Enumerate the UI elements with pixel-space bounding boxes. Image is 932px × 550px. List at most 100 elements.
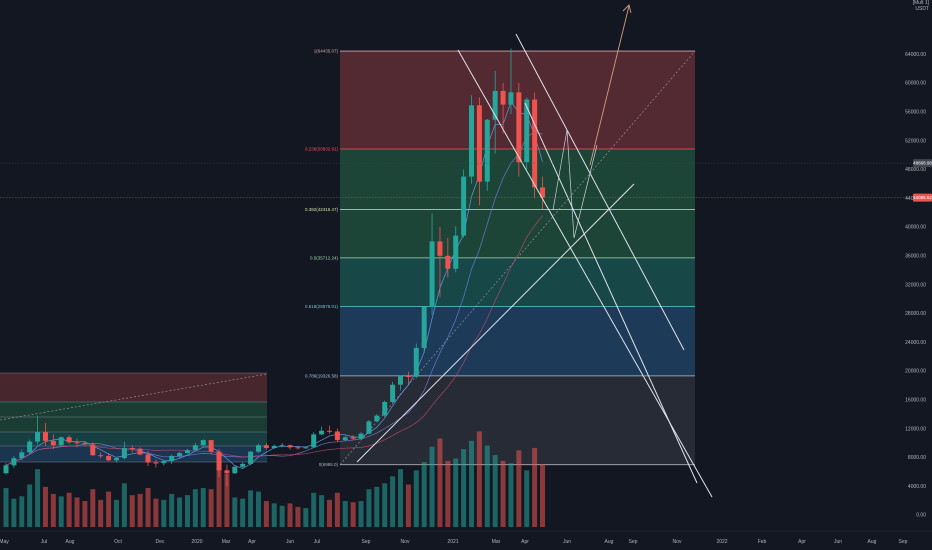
candle-body — [350, 437, 356, 439]
price-axis-label: 24000.00 — [905, 340, 926, 346]
price-axis-label: 16000.00 — [905, 398, 926, 404]
candle-body — [42, 432, 48, 441]
volume-bar — [484, 445, 490, 527]
time-axis-label: Jun — [834, 539, 842, 545]
candle-body — [484, 119, 490, 182]
candle-body — [106, 455, 112, 461]
candle-body — [287, 445, 293, 448]
candle-body — [374, 415, 380, 422]
candle-body — [232, 466, 238, 474]
candle-body — [508, 92, 514, 105]
volume-bar — [58, 496, 64, 527]
fib-band — [340, 257, 695, 307]
time-axis-label: Apr — [248, 539, 256, 545]
volume-bar — [500, 460, 506, 527]
price-tag-label: 48868.98 — [913, 161, 932, 166]
volume-bar — [19, 496, 25, 527]
volume-bar — [161, 499, 167, 527]
volume-bar — [27, 484, 33, 527]
candle-body — [184, 450, 190, 454]
candle-body — [113, 458, 119, 461]
volume-bar — [421, 462, 427, 527]
candle-body — [27, 441, 33, 453]
candle-body — [461, 176, 467, 236]
volume-bar — [11, 498, 17, 527]
volume-bar — [469, 440, 475, 527]
volume-bar — [82, 501, 88, 527]
time-axis-label: Jun — [286, 539, 294, 545]
candle-body — [19, 452, 25, 459]
time-axis-label: Aug — [66, 539, 75, 545]
fib-level-label: 0(6988.0) — [319, 462, 339, 467]
fib-trend-line — [339, 50, 696, 465]
old-fib-band — [0, 373, 267, 402]
volume-bar — [184, 495, 190, 527]
volume-bar — [453, 458, 459, 527]
time-axis-label: Jul — [314, 539, 320, 545]
price-axis-label: 64000.00 — [905, 52, 926, 58]
price-axis-label: 32000.00 — [905, 282, 926, 288]
volume-bar — [532, 447, 538, 527]
price-axis-label: 12000.00 — [905, 426, 926, 432]
volume-bar — [145, 488, 151, 527]
volume-bar — [113, 499, 119, 527]
drawings[interactable] — [356, 4, 713, 498]
volume-bar — [508, 463, 514, 527]
price-axis-label: 4000.00 — [908, 484, 926, 490]
time-axis[interactable]: May Jul Aug Oct Dec 2020 Mar Apr Jun Jul Sep Nov 202… — [0, 530, 932, 545]
volume-bar — [240, 498, 246, 527]
price-axis-label: 40000.00 — [905, 225, 926, 231]
candle-body — [66, 437, 72, 443]
time-axis-label: Nov — [401, 539, 410, 545]
candle-body — [476, 105, 482, 182]
old-fib-band — [0, 446, 267, 462]
moving-average-line — [5, 131, 543, 466]
volume-bar — [319, 495, 325, 527]
candle-body — [121, 448, 127, 459]
candle-body — [311, 434, 317, 448]
time-axis-label: May — [0, 539, 9, 545]
volume-bar — [374, 486, 380, 527]
volume-bar — [248, 490, 254, 527]
volume-bar — [169, 493, 175, 527]
fib-level-label: 0.786(19326.58) — [305, 373, 339, 378]
time-axis-label: Nov — [673, 539, 682, 545]
price-axis[interactable]: 64000.00 60000.00 56000.00 52000.00 48000.00… — [905, 52, 926, 519]
candle-body — [540, 187, 546, 198]
candle-body — [326, 430, 332, 432]
candle-body — [153, 462, 159, 464]
volume-bar — [106, 491, 112, 527]
volume-bar — [358, 501, 364, 527]
time-axis-label: Dec — [156, 539, 165, 545]
candle-body — [224, 470, 230, 474]
time-axis-label: Apr — [798, 539, 806, 545]
price-axis-label: 28000.00 — [905, 311, 926, 317]
time-axis-label: Jul — [41, 539, 47, 545]
trend-line-support — [356, 183, 635, 463]
volume-bar — [208, 489, 214, 527]
candle-body — [3, 465, 9, 474]
candle-body — [50, 440, 56, 446]
candle-body — [413, 347, 419, 377]
currency-header: [Mult 1] USDT — [913, 0, 929, 12]
volume-bar — [311, 492, 317, 527]
candle-body — [161, 461, 167, 464]
volume-bar — [334, 492, 340, 527]
time-axis-label: 2021 — [447, 539, 458, 545]
volume-bar — [405, 484, 411, 527]
volume-bar — [263, 501, 269, 527]
volume-bar — [50, 493, 56, 527]
volume-bar — [255, 491, 261, 527]
time-axis-label: Sep — [629, 539, 638, 545]
volume-bar — [66, 492, 72, 527]
time-axis-label: Mar — [492, 539, 501, 545]
volume-bar — [445, 460, 451, 527]
time-axis-label: Feb — [758, 539, 767, 545]
candle-body — [334, 431, 340, 441]
fib-retracement[interactable]: 1(64435.07) 0.236(50832.91) 0.382(42416.47… — [305, 49, 696, 468]
volume-bar — [200, 488, 206, 527]
old-fib-band — [0, 432, 267, 446]
projection-path — [552, 129, 598, 239]
currency-label: USDT — [915, 6, 929, 12]
